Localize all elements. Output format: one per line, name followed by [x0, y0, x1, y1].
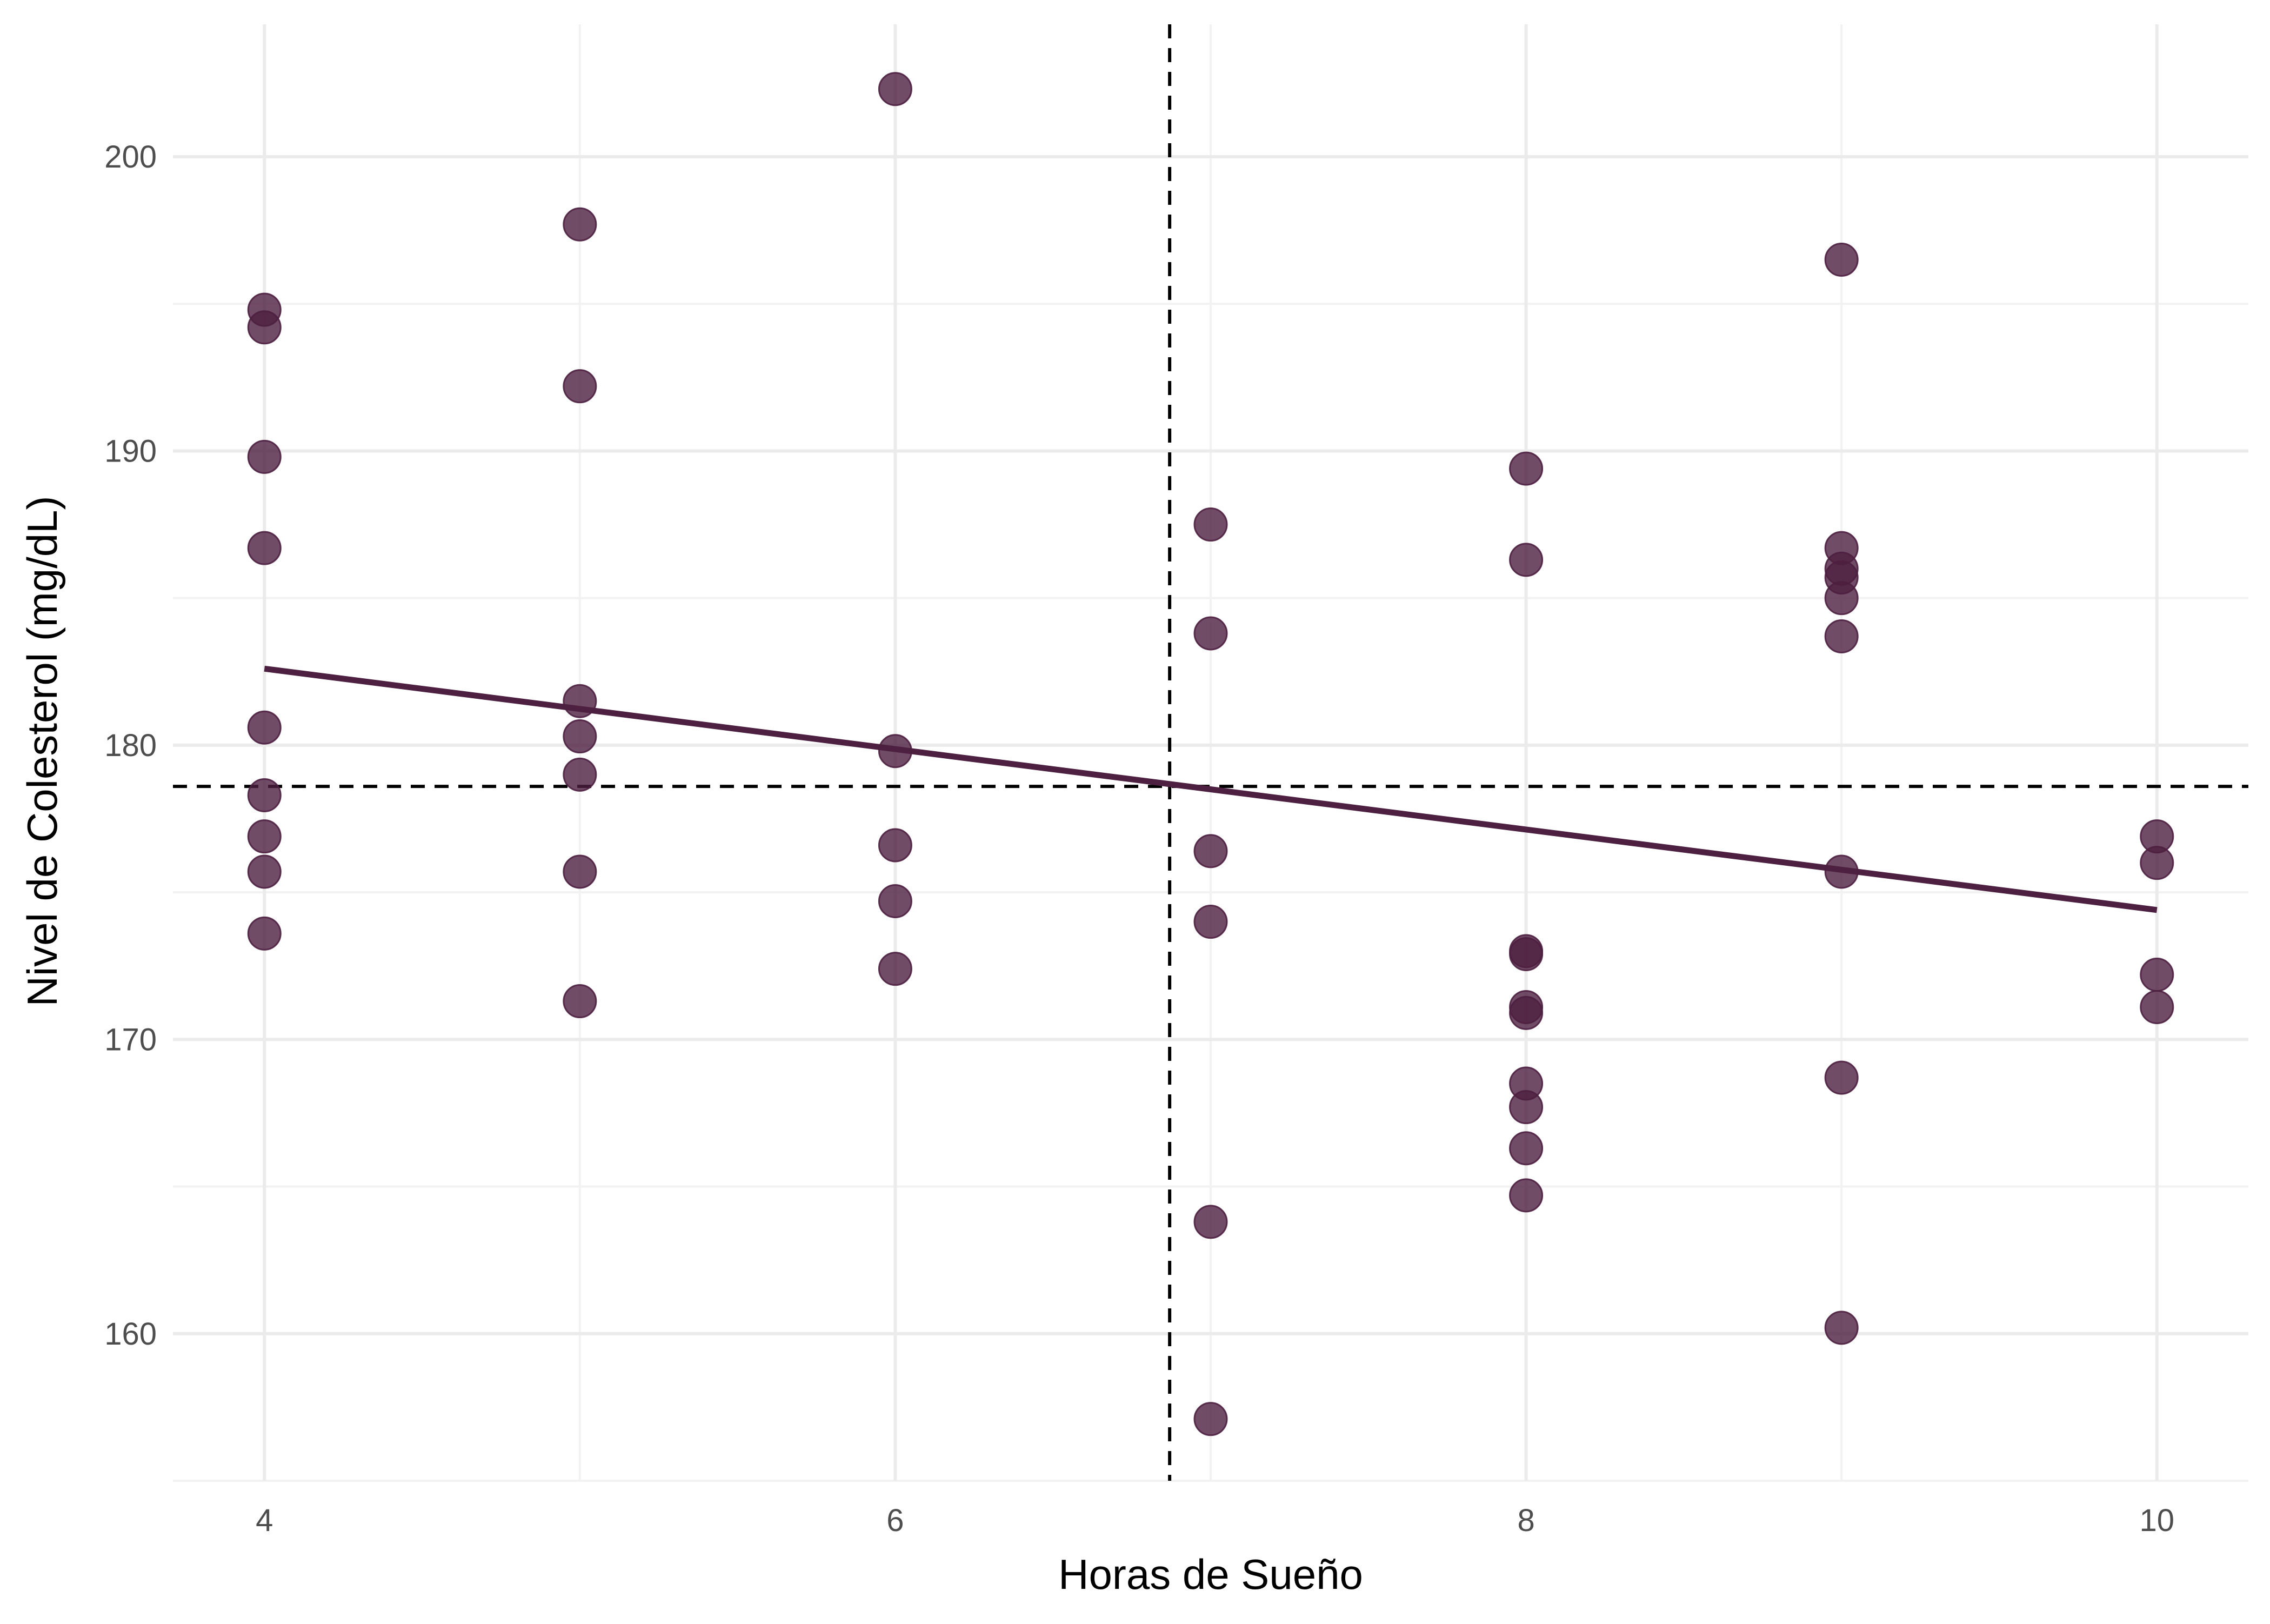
data-point [1509, 1090, 1544, 1125]
data-point [247, 310, 282, 345]
data-point [1824, 1311, 1859, 1345]
y-tick-label: 160 [104, 1316, 157, 1352]
data-point [2140, 958, 2174, 992]
reference-lines [173, 24, 2248, 1481]
data-point [247, 819, 282, 854]
data-point [563, 719, 597, 754]
data-point [1193, 1205, 1228, 1239]
data-point [1193, 1402, 1228, 1436]
y-tick-label: 180 [104, 728, 157, 763]
data-point [563, 854, 597, 889]
x-tick-label: 6 [886, 1503, 904, 1538]
data-point [1824, 854, 1859, 889]
y-tick-label: 190 [104, 433, 157, 469]
data-point [247, 710, 282, 745]
data-point [247, 916, 282, 951]
data-point [1509, 1178, 1544, 1213]
data-point [2140, 990, 2174, 1024]
data-point [878, 72, 912, 106]
y-tick-label: 200 [104, 139, 157, 175]
data-point [1193, 616, 1228, 651]
data-point [1824, 243, 1859, 277]
data-point [563, 757, 597, 792]
data-point [1509, 995, 1544, 1030]
data-point [878, 734, 912, 768]
data-point [878, 828, 912, 863]
data-point [878, 952, 912, 986]
x-axis-title: Horas de Sueño [1058, 1551, 1363, 1598]
data-point [247, 778, 282, 812]
data-point [247, 439, 282, 474]
data-point [1193, 905, 1228, 939]
data-point [1824, 581, 1859, 616]
y-tick-label: 170 [104, 1022, 157, 1057]
data-point [1509, 1131, 1544, 1166]
minor-gridlines [173, 24, 2248, 1482]
major-gridlines [173, 24, 2248, 1481]
x-tick-label: 10 [2140, 1503, 2175, 1538]
data-point [878, 884, 912, 918]
data-point [563, 984, 597, 1019]
data-point [1824, 1060, 1859, 1095]
data-point [1824, 619, 1859, 653]
x-tick-label: 4 [256, 1503, 273, 1538]
data-point [247, 854, 282, 889]
data-point [2140, 846, 2174, 880]
data-point [1509, 543, 1544, 577]
data-point [563, 207, 597, 242]
y-axis-title: Nivel de Colesterol (mg/dL) [18, 496, 66, 1006]
data-point [247, 531, 282, 565]
data-point [1509, 937, 1544, 971]
data-points [247, 72, 2174, 1436]
data-point [1193, 834, 1228, 868]
data-point [1193, 507, 1228, 542]
data-point [563, 684, 597, 718]
data-point [1509, 451, 1544, 486]
data-point [563, 369, 597, 404]
x-tick-label: 8 [1517, 1503, 1534, 1538]
tick-labels: 4 6 8 10 160 170 180 190 200 [104, 139, 2174, 1538]
